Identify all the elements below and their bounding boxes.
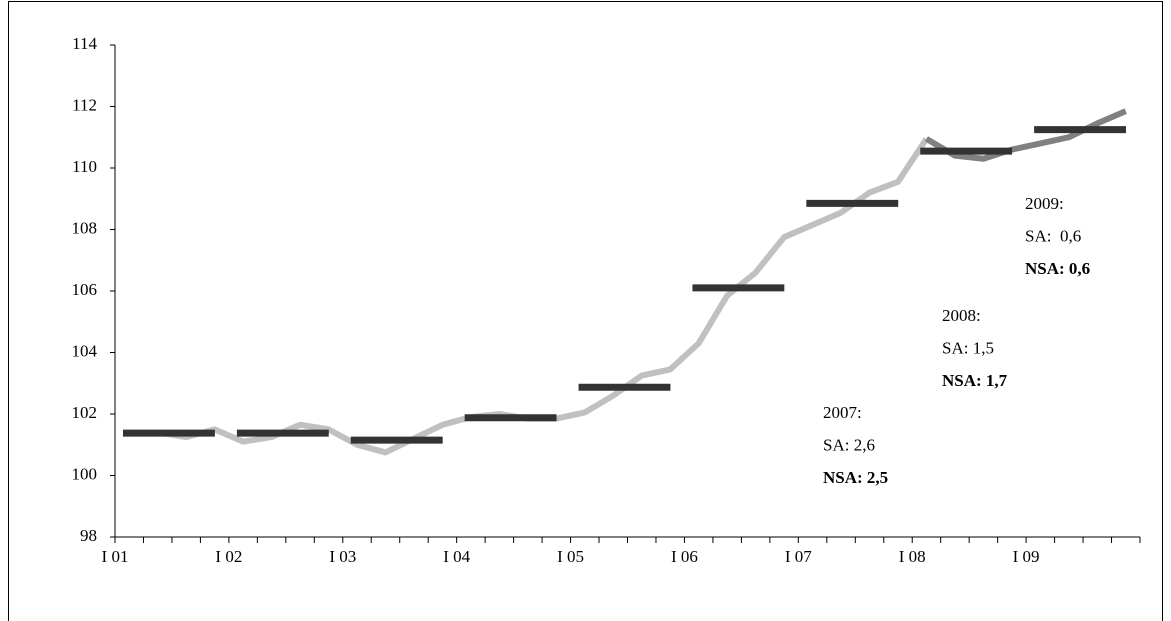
y-tick-label: 104: [72, 341, 98, 360]
x-tick-label: I 06: [671, 547, 698, 566]
x-tick-label: I 07: [785, 547, 812, 566]
annotation: NSA: 0,6: [1025, 259, 1090, 278]
x-tick-label: I 03: [329, 547, 356, 566]
y-tick-label: 102: [72, 403, 98, 422]
x-tick-label: I 08: [899, 547, 926, 566]
annotation: SA: 1,5: [942, 338, 994, 357]
annotation: SA: 0,6: [1025, 226, 1081, 245]
x-tick-label: I 02: [215, 547, 242, 566]
x-tick-label: I 01: [102, 547, 129, 566]
annotation: NSA: 2,5: [823, 468, 888, 487]
x-tick-label: I 05: [557, 547, 584, 566]
annotation: 2009:: [1025, 194, 1064, 213]
y-tick-label: 108: [72, 218, 98, 237]
series-line: [129, 137, 929, 456]
annotation: 2008:: [942, 306, 981, 325]
y-tick-label: 112: [72, 95, 97, 114]
y-tick-label: 98: [80, 526, 97, 545]
series-line: [924, 108, 1127, 162]
annotation: 2007:: [823, 403, 862, 422]
x-tick-label: I 09: [1013, 547, 1040, 566]
y-tick-label: 110: [72, 157, 97, 176]
annotation: SA: 2,6: [823, 435, 875, 454]
y-tick-label: 106: [72, 280, 98, 299]
x-tick-label: I 04: [443, 547, 470, 566]
y-tick-label: 100: [72, 464, 98, 483]
y-tick-label: 114: [72, 34, 97, 53]
annotation: NSA: 1,7: [942, 371, 1008, 390]
